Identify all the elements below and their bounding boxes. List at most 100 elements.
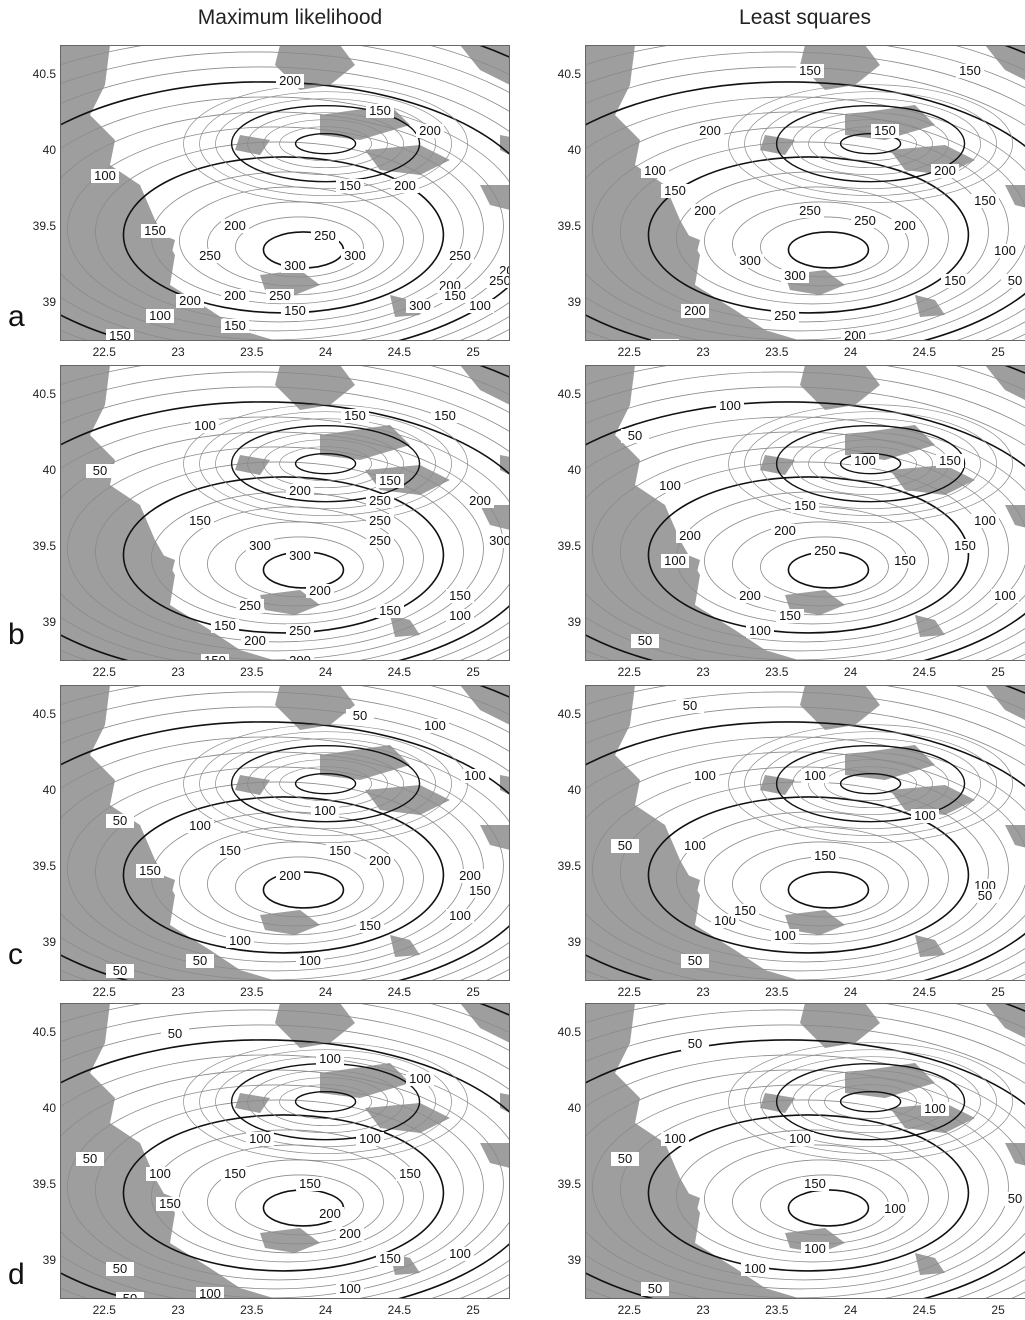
contour-label: 50: [1008, 1191, 1022, 1206]
x-tick-label: 22.5: [617, 985, 641, 999]
contour-label-background: [146, 309, 174, 323]
contour-label: 100: [314, 803, 336, 818]
x-tick-label: 24: [318, 665, 333, 679]
contour-label-background: [611, 1152, 639, 1166]
contour-label: 250: [449, 248, 471, 263]
land-area: [675, 1188, 700, 1218]
contour-label: 150: [379, 603, 401, 618]
contour-label: 50: [638, 633, 652, 648]
land-area: [500, 455, 510, 475]
minor-contour-line: [592, 1084, 1009, 1290]
contour-label: 150: [339, 178, 361, 193]
contour-label-background: [296, 1177, 324, 1191]
contour-label: 200: [774, 523, 796, 538]
minor-contour-line: [676, 1129, 949, 1263]
y-tick-label: 40: [567, 783, 581, 798]
land-area: [260, 270, 320, 295]
minor-contour-line: [199, 1049, 452, 1155]
contour-label: 50: [193, 953, 207, 968]
contour-label-background: [991, 244, 1019, 258]
contour-label: 150: [144, 223, 166, 238]
minor-contour-line: [247, 112, 404, 176]
y-tick-label: 40: [42, 463, 56, 478]
major-contour-line: [775, 424, 966, 503]
contour-label: 50: [688, 953, 702, 968]
minor-contour-line: [585, 1009, 1025, 1299]
contour-label: 200: [394, 178, 416, 193]
x-tick-label: 24: [318, 985, 333, 999]
contour-label: 300: [489, 533, 510, 548]
minor-contour-line: [620, 1099, 989, 1281]
contour-label: 100: [94, 168, 116, 183]
contour-label-background: [286, 549, 314, 563]
x-tick-label: 23.5: [765, 345, 789, 359]
contour-label-background: [186, 954, 214, 968]
contour-label-background: [266, 289, 294, 303]
major-contour-line: [647, 156, 970, 314]
x-tick-label: 25: [991, 345, 1005, 359]
minor-contour-line: [732, 841, 909, 927]
minor-contour-line: [279, 446, 372, 482]
land-area: [60, 685, 277, 981]
contour-label-background: [931, 164, 959, 178]
contour-label: 150: [794, 498, 816, 513]
x-tick-label: 24.5: [912, 345, 937, 359]
contour-label: 50: [683, 698, 697, 713]
contour-label: 250: [369, 533, 391, 548]
y-tick-label: 40: [42, 783, 56, 798]
x-tick-label: 23: [171, 665, 185, 679]
contour-label-background: [661, 1132, 689, 1146]
minor-contour-line: [199, 411, 452, 517]
contour-label-background: [691, 204, 719, 218]
minor-contour-line: [732, 201, 909, 287]
contour-label-background: [366, 104, 394, 118]
contour-label-background: [296, 954, 324, 968]
land-area: [985, 685, 1025, 720]
land-area: [760, 1093, 795, 1113]
contour-label-background: [771, 929, 799, 943]
minor-contour-line: [585, 66, 1025, 341]
x-tick-label: 23: [696, 1303, 710, 1317]
major-contour-line: [647, 796, 970, 954]
y-tick-label: 40.5: [557, 1025, 581, 1040]
minor-contour-line: [183, 1042, 468, 1162]
minor-contour-line: [585, 1069, 1025, 1299]
minor-contour-line: [808, 1077, 933, 1127]
contour-label: 200: [244, 633, 266, 648]
contour-label: 200: [369, 853, 391, 868]
map-panel-b-ml: 50 100 150 150 150 150 200 250 250 200 300 300 250 30…: [60, 365, 510, 665]
contour-label: 150: [664, 183, 686, 198]
contour-label: 100: [149, 1166, 171, 1181]
contour-label-background: [641, 164, 669, 178]
contour-label-background: [741, 1262, 769, 1276]
land-area: [480, 825, 510, 850]
contour-label: 50: [978, 888, 992, 903]
land-area: [275, 1003, 355, 1048]
minor-contour-line: [207, 201, 384, 287]
contour-label-background: [1001, 1192, 1025, 1206]
minor-contour-line: [824, 766, 917, 802]
contour-label: 100: [199, 1286, 221, 1299]
y-tick-label: 39.5: [557, 1177, 581, 1192]
contour-label-background: [781, 269, 809, 283]
contour-label: 50: [648, 1281, 662, 1296]
contour-label: 150: [779, 608, 801, 623]
contour-label: 250: [199, 248, 221, 263]
minor-contour-line: [263, 439, 388, 489]
contour-label: 50: [83, 1151, 97, 1166]
contour-label-background: [236, 599, 264, 613]
x-tick-label: 25: [466, 1303, 480, 1317]
minor-contour-line: [585, 691, 1025, 981]
minor-contour-line: [585, 1054, 1025, 1299]
contour-label-background: [106, 814, 134, 828]
contour-label: 250: [314, 228, 336, 243]
land-area: [585, 685, 802, 981]
contour-label-background: [971, 194, 999, 208]
contour-label-background: [891, 554, 919, 568]
contour-label-background: [486, 274, 510, 288]
contour-label: 300: [249, 538, 271, 553]
y-tick-label: 39: [42, 615, 56, 630]
contour-label-background: [91, 169, 119, 183]
major-contour-line: [839, 132, 902, 155]
contour-label: 100: [749, 623, 771, 638]
